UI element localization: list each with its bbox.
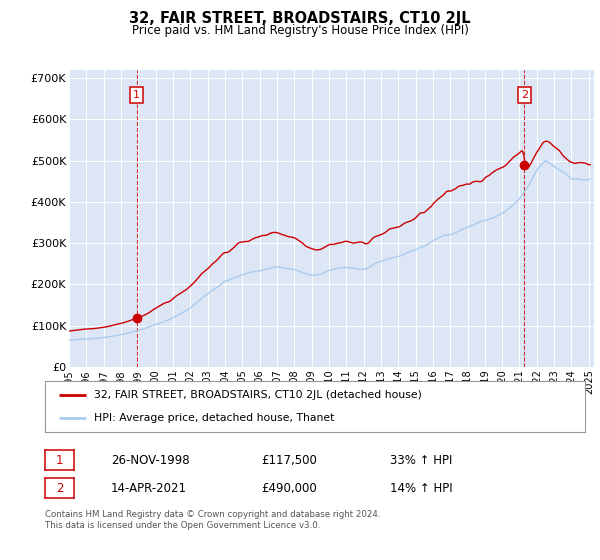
Text: 2: 2 <box>521 90 528 100</box>
Text: 14-APR-2021: 14-APR-2021 <box>111 482 187 495</box>
Text: 14% ↑ HPI: 14% ↑ HPI <box>390 482 452 495</box>
Text: 1: 1 <box>56 454 63 467</box>
Text: £490,000: £490,000 <box>261 482 317 495</box>
Text: Price paid vs. HM Land Registry's House Price Index (HPI): Price paid vs. HM Land Registry's House … <box>131 24 469 36</box>
Text: 32, FAIR STREET, BROADSTAIRS, CT10 2JL: 32, FAIR STREET, BROADSTAIRS, CT10 2JL <box>129 11 471 26</box>
Text: 2: 2 <box>56 482 63 495</box>
Text: HPI: Average price, detached house, Thanet: HPI: Average price, detached house, Than… <box>94 413 334 423</box>
Text: Contains HM Land Registry data © Crown copyright and database right 2024.
This d: Contains HM Land Registry data © Crown c… <box>45 510 380 530</box>
Text: 26-NOV-1998: 26-NOV-1998 <box>111 454 190 467</box>
Text: £117,500: £117,500 <box>261 454 317 467</box>
Text: 33% ↑ HPI: 33% ↑ HPI <box>390 454 452 467</box>
Text: 32, FAIR STREET, BROADSTAIRS, CT10 2JL (detached house): 32, FAIR STREET, BROADSTAIRS, CT10 2JL (… <box>94 390 421 400</box>
Text: 1: 1 <box>133 90 140 100</box>
